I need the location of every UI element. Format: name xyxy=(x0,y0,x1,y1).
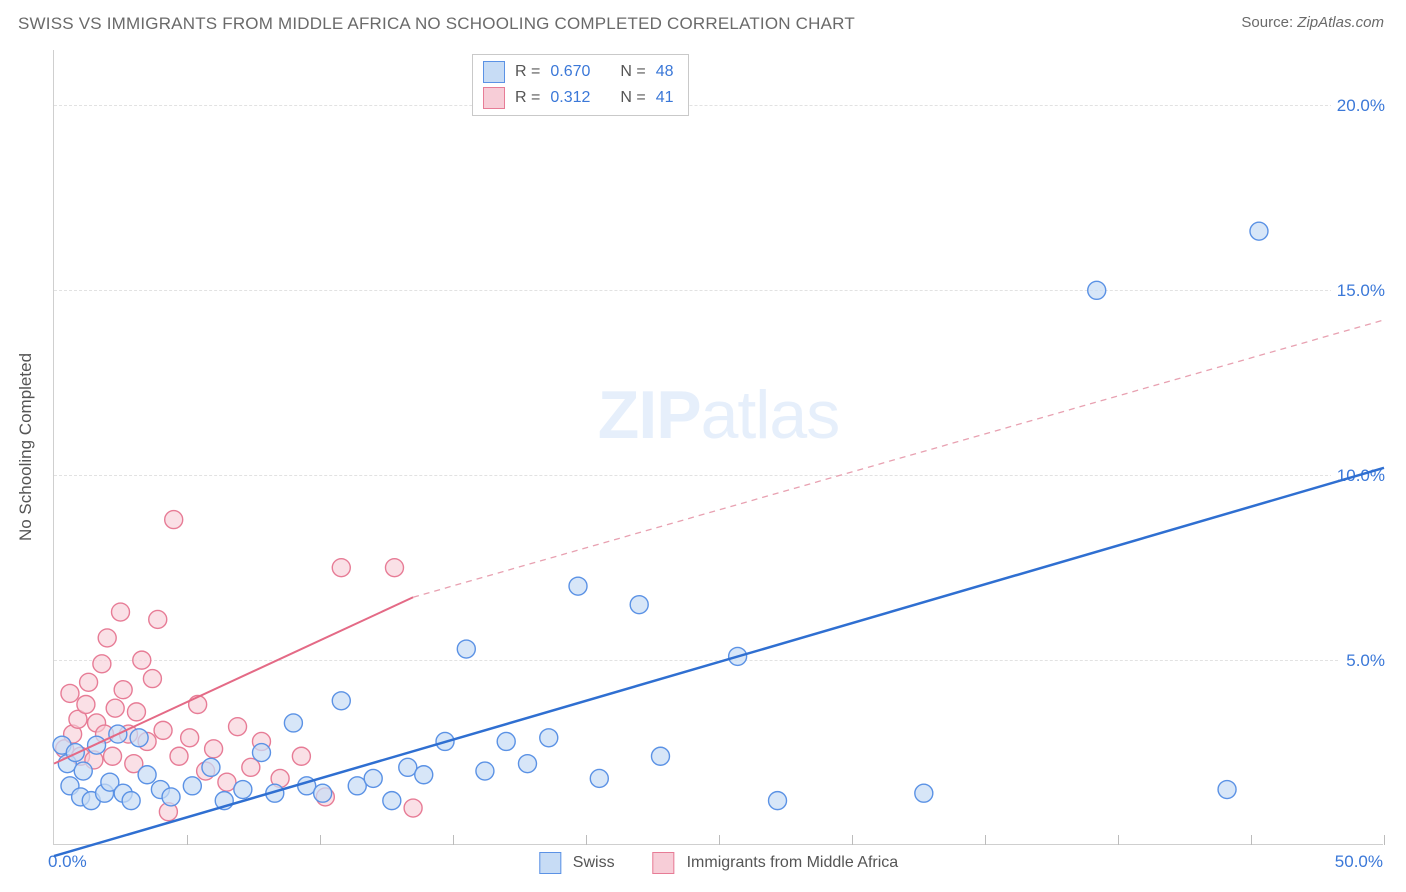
stat-n-label2: N = xyxy=(620,89,645,107)
chart-title: SWISS VS IMMIGRANTS FROM MIDDLE AFRICA N… xyxy=(18,14,855,34)
source-credit: Source: ZipAtlas.com xyxy=(1241,14,1384,31)
x-axis-max-label: 50.0% xyxy=(1335,852,1383,872)
plot-area: ZIPatlas No Schooling Completed 5.0%10.0… xyxy=(53,50,1383,845)
stat-r-label2: R = xyxy=(515,89,540,107)
source-name: ZipAtlas.com xyxy=(1297,14,1384,31)
scatter-layer xyxy=(54,50,1383,844)
source-prefix: Source: xyxy=(1241,14,1297,31)
stat-r-blue: 0.670 xyxy=(550,63,590,81)
stat-n-blue: 48 xyxy=(656,63,674,81)
y-axis-title: No Schooling Completed xyxy=(16,353,36,541)
stats-row-pink: R = 0.312 N = 41 xyxy=(483,85,674,111)
legend-label-pink: Immigrants from Middle Africa xyxy=(687,854,899,872)
stats-row-blue: R = 0.670 N = 48 xyxy=(483,59,674,85)
legend-label-blue: Swiss xyxy=(573,854,615,872)
stat-n-pink: 41 xyxy=(656,89,674,107)
stat-n-label: N = xyxy=(620,63,645,81)
legend-swatch-blue-icon xyxy=(539,852,561,874)
legend: Swiss Immigrants from Middle Africa xyxy=(539,852,898,874)
swatch-pink-icon xyxy=(483,87,505,109)
legend-swatch-pink-icon xyxy=(653,852,675,874)
stat-r-pink: 0.312 xyxy=(550,89,590,107)
swatch-blue-icon xyxy=(483,61,505,83)
stats-box: R = 0.670 N = 48 R = 0.312 N = 41 xyxy=(472,54,689,116)
stat-r-label: R = xyxy=(515,63,540,81)
